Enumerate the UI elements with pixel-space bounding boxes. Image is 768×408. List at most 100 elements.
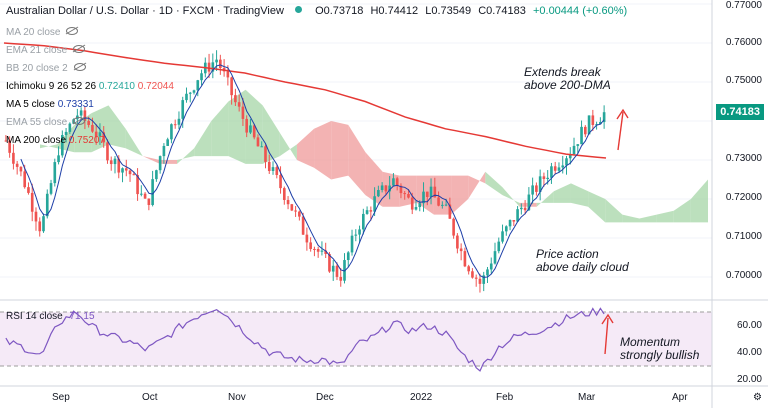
candle-body: [245, 118, 248, 133]
hidden-eye-icon[interactable]: [66, 27, 79, 35]
candle-body: [339, 276, 343, 281]
annotation-momentum: Momentum strongly bullish: [620, 335, 700, 362]
candle-body: [474, 277, 478, 279]
legend-bb20[interactable]: BB 20 close 2: [6, 60, 174, 78]
gear-icon[interactable]: ⚙: [753, 392, 762, 403]
candle-body: [388, 185, 391, 192]
last-price-tag: 0.74183: [716, 104, 764, 120]
cloud-segment: [468, 171, 486, 199]
rsi-tick: 40.00: [736, 347, 762, 358]
candle-body: [264, 146, 267, 162]
open-value: O0.73718: [315, 5, 364, 17]
cloud-segment: [108, 105, 126, 149]
candle-body: [316, 249, 320, 252]
candle-body: [437, 197, 440, 206]
candle-body: [121, 168, 124, 173]
candle-body: [471, 271, 474, 278]
candle-body: [15, 163, 19, 167]
change-value: +0.00444 (+0.60%): [532, 5, 628, 17]
candle-body: [61, 135, 64, 156]
candle-body: [580, 126, 583, 145]
candle-body: [79, 110, 83, 116]
hidden-eye-icon[interactable]: [73, 45, 86, 53]
price-tick: 0.72000: [725, 192, 762, 203]
candle-body: [489, 263, 493, 270]
candle-body: [512, 220, 516, 222]
cloud-segment: [262, 105, 280, 164]
cloud-segment: [211, 101, 229, 157]
candle-body: [30, 192, 34, 212]
candle-body: [425, 191, 429, 197]
legend-ema55[interactable]: EMA 55 close: [6, 114, 174, 132]
candle-body: [252, 125, 256, 138]
legend-ma200[interactable]: MA 200 close 0.75207: [6, 135, 105, 146]
candle-body: [523, 207, 527, 211]
candle-body: [185, 93, 188, 101]
cloud-segment: [639, 214, 657, 223]
candle-body: [286, 199, 290, 205]
candle-body: [501, 231, 504, 242]
candle-body: [407, 194, 410, 198]
cloud-segment: [690, 179, 708, 223]
price-tick: 0.71000: [725, 231, 762, 242]
cloud-segment: [553, 183, 571, 203]
candle-body: [170, 124, 173, 140]
candle-body: [290, 204, 294, 211]
candle-body: [583, 126, 587, 135]
hidden-eye-icon[interactable]: [73, 117, 86, 125]
candle-body: [358, 229, 361, 235]
candle-body: [109, 160, 113, 165]
legend-ma5[interactable]: MA 5 close 0.73331: [6, 99, 94, 110]
candle-body: [504, 226, 508, 232]
legend-ema21[interactable]: EMA 21 close: [6, 42, 174, 60]
cloud-segment: [451, 175, 469, 215]
candle-body: [219, 59, 222, 69]
cloud-segment: [331, 121, 349, 180]
candle-body: [113, 158, 117, 165]
candle-body: [448, 204, 452, 219]
rsi-legend[interactable]: RSI 14 close 71.15: [6, 311, 95, 322]
candle-body: [207, 62, 211, 72]
candle-body: [237, 102, 241, 107]
candle-body: [275, 167, 279, 176]
close-value: C0.74183: [478, 5, 526, 17]
candle-body: [102, 132, 106, 143]
price-tick: 0.76000: [725, 37, 762, 48]
hidden-eye-icon[interactable]: [73, 63, 86, 71]
candle-body: [565, 158, 568, 166]
cloud-segment: [536, 191, 554, 207]
candle-body: [196, 80, 200, 91]
time-tick: Oct: [142, 392, 158, 403]
candle-body: [249, 125, 252, 133]
candle-body: [599, 122, 602, 125]
candle-body: [147, 198, 151, 205]
candle-body: [94, 131, 98, 137]
cloud-segment: [228, 89, 246, 164]
time-tick: Dec: [316, 392, 334, 403]
candle-body: [429, 186, 433, 197]
legend-ichimoku[interactable]: Ichimoku 9 26 52 26 0.72410 0.72044: [6, 81, 174, 92]
candle-body: [98, 132, 102, 137]
candle-body: [282, 188, 286, 200]
candle-body: [158, 156, 162, 171]
candle-body: [215, 59, 218, 63]
candle-body: [441, 204, 444, 206]
candle-body: [467, 266, 470, 272]
cloud-segment: [159, 160, 178, 164]
candle-body: [117, 158, 121, 173]
candle-body: [373, 196, 376, 212]
price-tick: 0.70000: [725, 270, 762, 281]
candle-body: [444, 204, 448, 206]
cloud-segment: [673, 199, 691, 223]
candle-body: [459, 248, 463, 252]
legend-ma20[interactable]: MA 20 close: [6, 24, 174, 42]
candle-body: [309, 242, 312, 249]
candle-body: [377, 190, 380, 197]
candle-body: [493, 251, 497, 264]
rsi-tick: 20.00: [736, 374, 762, 385]
cloud-segment: [382, 171, 400, 207]
candle-body: [520, 207, 523, 210]
arrow-up-icon: [616, 108, 629, 151]
cloud-segment: [142, 156, 160, 164]
